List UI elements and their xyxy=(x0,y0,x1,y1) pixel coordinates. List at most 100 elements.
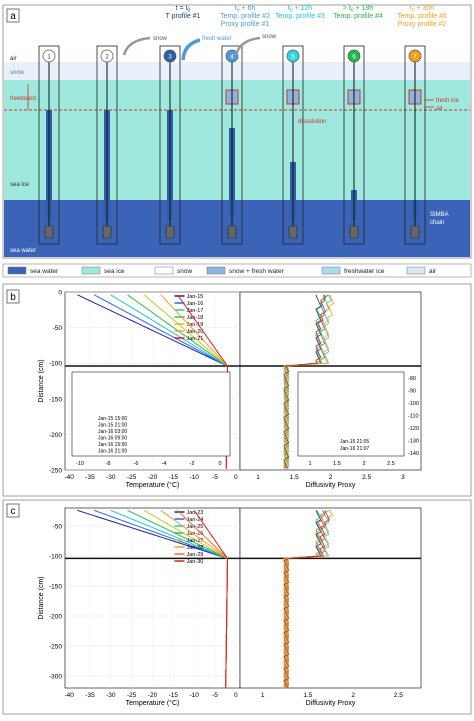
station-6: 6 xyxy=(343,45,365,245)
y-tick-label: -200 xyxy=(49,614,62,621)
time-label-3c: Temp. profile #3 xyxy=(275,13,325,20)
x-tick-label: -25 xyxy=(127,474,137,481)
inset-x-tick: -10 xyxy=(76,461,84,467)
inset-proxy-x-tick: 2 xyxy=(362,461,365,467)
panel-label-c: c xyxy=(11,506,16,517)
station-number: 1 xyxy=(47,55,51,61)
time-labels: t = t0 T profile #1 t0 + 6h Temp. profil… xyxy=(166,5,447,28)
y-axis-label: Distance (cm) xyxy=(38,359,45,402)
legend-label: Jan-15 xyxy=(187,294,204,300)
station-5: 5 xyxy=(282,45,304,245)
station-number: 6 xyxy=(352,55,356,61)
proxy-x-axis-label: Diffusivity Proxy xyxy=(306,700,356,707)
y-tick-label: -100 xyxy=(49,554,62,561)
legend-swatch xyxy=(7,266,27,275)
fresh-water-label: fresh water xyxy=(202,36,232,42)
y-tick-label: -150 xyxy=(49,584,62,591)
proxy-x-tick-label: 2.5 xyxy=(362,474,371,481)
inset-proxy-y-tick: -100 xyxy=(408,401,419,407)
station-circle xyxy=(347,49,361,63)
x-tick-label: -15 xyxy=(169,474,179,481)
proxy-x-tick-label: 2 xyxy=(329,474,333,481)
station-circle xyxy=(42,49,56,63)
inset-proxy-y-tick: -110 xyxy=(408,414,419,420)
y-tick-label: 0 xyxy=(58,290,62,297)
legend-label: Jan-29 xyxy=(187,552,204,558)
proxy-series-line xyxy=(283,294,327,469)
legend-label: Jan-18 xyxy=(187,315,204,321)
fresh-water-arrow xyxy=(181,38,201,61)
station-number: 7 xyxy=(413,55,417,61)
legend-swatch xyxy=(154,266,174,275)
x-tick-label: -40 xyxy=(64,692,74,699)
simba-weight xyxy=(44,225,54,239)
y-tick-label: -300 xyxy=(49,674,62,681)
station-number: 3 xyxy=(168,55,172,61)
proxy-series-line xyxy=(283,510,327,689)
proxy-series-line xyxy=(283,294,335,469)
legend-label: sea ice xyxy=(104,268,125,275)
proxy-x-tick-label: 1 xyxy=(256,474,260,481)
legend: sea water sea ice snow snow + fresh water fr… xyxy=(2,263,472,278)
y-tick-label: -250 xyxy=(49,644,62,651)
inset-x-tick: -2 xyxy=(190,461,195,467)
series-line xyxy=(193,510,228,688)
x-tick-label: -10 xyxy=(189,692,199,699)
legend-label: Jan-24 xyxy=(187,517,204,523)
station-1: 1 xyxy=(38,45,60,245)
x-tick-label: -35 xyxy=(85,474,95,481)
legend-item: air xyxy=(406,266,437,275)
proxy-series-line xyxy=(283,510,331,689)
legend-label: Jan-16 xyxy=(187,301,204,307)
borehole-frame xyxy=(404,45,426,245)
time-label-1b: T profile #1 xyxy=(166,13,201,20)
panel-label-a: a xyxy=(10,11,16,22)
proxy-x-tick-label: 1 xyxy=(261,692,265,699)
panel-a: a t = t0 T profile #1 t0 + 6h Temp. prof… xyxy=(2,4,472,259)
dissolution-label: dissolution xyxy=(298,119,326,125)
x-tick-label: 0 xyxy=(234,692,238,699)
inset-proxy-y-tick: -130 xyxy=(408,439,419,445)
legend-swatch xyxy=(321,266,341,275)
proxy-series-line xyxy=(283,294,327,469)
inset-x-tick: -6 xyxy=(134,461,139,467)
legend-swatch xyxy=(406,266,426,275)
legend-label: Jan-27 xyxy=(187,538,204,544)
layer-air-label: air xyxy=(10,56,17,62)
simba-weight xyxy=(349,225,359,239)
x-tick-label: -5 xyxy=(212,474,218,481)
proxy-x-tick-label: 3 xyxy=(401,474,405,481)
time-label-4c: Temp. profile #4 xyxy=(333,13,383,20)
time-label-1: t = t0 xyxy=(176,5,191,14)
inset-proxy-y-tick: -120 xyxy=(408,426,419,432)
x-tick-label: -5 xyxy=(212,692,218,699)
time-label-2: t0 + 6h xyxy=(235,5,256,14)
legend-label: Jan-19 xyxy=(187,322,204,328)
x-tick-label: -40 xyxy=(64,474,74,481)
simba-label-2: chain xyxy=(430,220,444,226)
snow-arrow-1 xyxy=(122,36,151,56)
x-axis-label: Temperature (°C) xyxy=(126,481,180,489)
layer-sea-water-label: sea water xyxy=(10,248,36,254)
inset-legend-label: Jan-15 15:00 xyxy=(98,416,127,422)
inset-legend-label: Jan-15 21:00 xyxy=(98,423,127,429)
snow-layer xyxy=(4,62,470,80)
proxy-x-tick-label: 1.5 xyxy=(303,692,312,699)
borehole-frame xyxy=(96,45,118,245)
stations: 1 2 3 4 5 6 7 xyxy=(38,45,426,245)
x-tick-label: -20 xyxy=(148,692,158,699)
inset-proxy-axes xyxy=(297,371,405,457)
x-axis-label: Temperature (°C) xyxy=(126,699,180,707)
simba-weight xyxy=(102,225,112,239)
panel-b: b 0-50-100-150-200-250-40 -35 -30 -25 -20 -15… xyxy=(2,283,472,497)
station-4: 4 xyxy=(221,45,243,245)
legend-item: snow xyxy=(154,266,192,275)
proxy-series-line xyxy=(283,510,333,689)
simba-weight xyxy=(227,225,237,239)
station-circle xyxy=(286,49,300,63)
sea-ice-layer xyxy=(4,110,470,200)
time-label-3: t0 + 12h xyxy=(288,5,312,14)
time-label-5d: Proxy profile #2 xyxy=(398,21,447,28)
x-tick-label: -20 xyxy=(148,474,158,481)
